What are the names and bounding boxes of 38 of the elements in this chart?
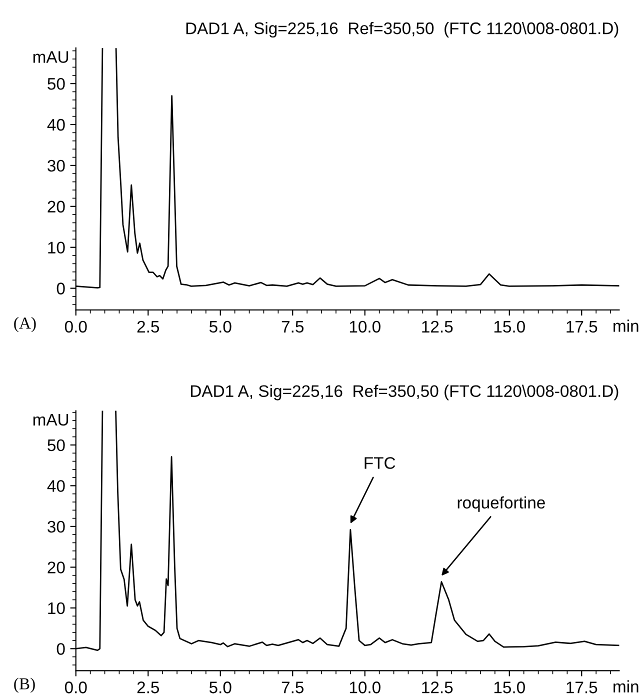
annotation: FTC <box>364 457 396 469</box>
y-tick-label: 40 <box>47 118 65 131</box>
x-tick-label: 2.5 <box>137 320 160 333</box>
x-axis-title: min <box>614 320 638 332</box>
text: (B) <box>14 678 35 693</box>
y-tick-label: 40 <box>47 480 65 492</box>
y-axis-title: mAU <box>33 51 68 63</box>
x-tick-label: 17.5 <box>566 682 598 694</box>
x-axis-title: min <box>614 680 638 692</box>
x-tick-label: 12.5 <box>422 320 453 333</box>
chart-title: DAD1 A, Sig=225,16 Ref=350,50 (FTC 1120\008-0801.D) <box>191 384 618 400</box>
x-tick-label: 10.0 <box>350 682 380 694</box>
chart-title: DAD1 A, Sig=225,16 Ref=350,50 (FTC 1120\008-0801.D) <box>186 22 618 38</box>
y-tick-label: 30 <box>48 160 65 172</box>
text: (A) <box>14 317 36 332</box>
x-tick-label: 5.0 <box>209 320 232 333</box>
x-tick-label: 7.5 <box>282 682 304 694</box>
y-tick-label: 10 <box>48 602 65 614</box>
x-tick-label: 2.5 <box>137 682 160 694</box>
x-tick-label: 12.5 <box>422 682 453 694</box>
y-tick-label: 10 <box>48 242 65 254</box>
x-tick-label: 15.0 <box>494 320 525 333</box>
y-axis-title: mAU <box>33 414 68 426</box>
x-tick-label: 10.0 <box>350 320 380 333</box>
x-tick-label: 0.0 <box>64 682 87 694</box>
x-tick-label: 15.0 <box>494 682 525 694</box>
x-tick-label: 0.0 <box>64 320 87 333</box>
x-tick-label: 7.5 <box>282 321 304 333</box>
x-tick-label: 5.0 <box>209 682 232 694</box>
annotation: roquefortine <box>458 496 545 512</box>
y-tick-label: 20 <box>48 562 65 574</box>
y-tick-label: 20 <box>48 200 65 213</box>
y-tick-label: 50 <box>48 78 65 90</box>
y-tick-label: 30 <box>48 520 65 533</box>
y-tick-label: 50 <box>48 439 65 452</box>
y-tick-label: 0 <box>56 282 65 294</box>
x-tick-label: 17.5 <box>566 321 598 333</box>
y-tick-label: 0 <box>56 643 65 655</box>
